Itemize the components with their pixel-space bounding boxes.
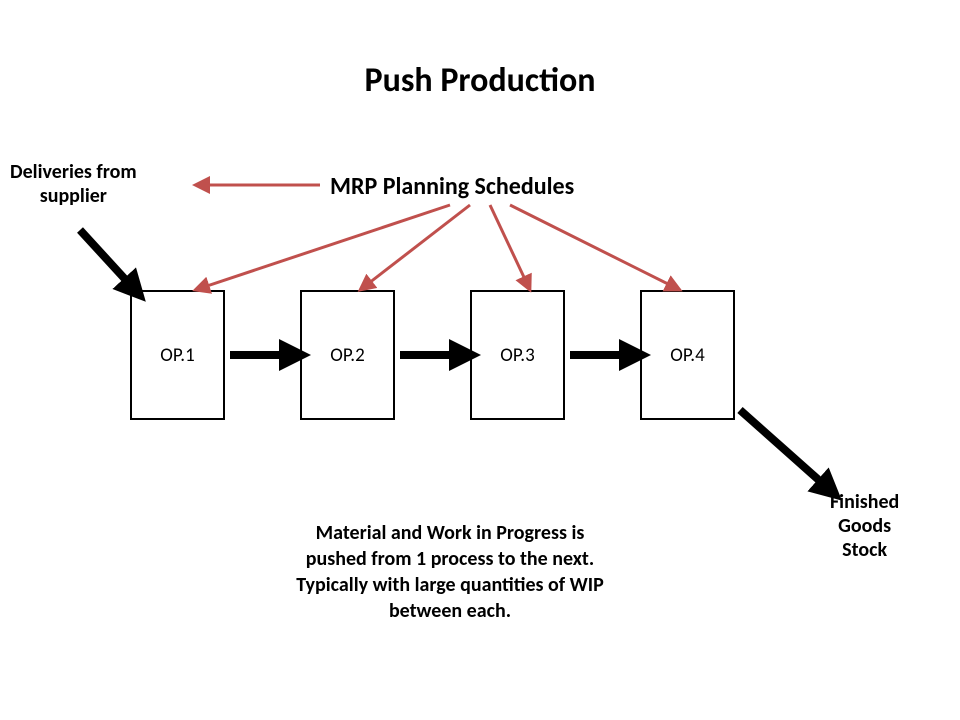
finished-label-line3: Stock xyxy=(842,538,887,562)
desc-line3: Typically with large quantities of WIP xyxy=(296,573,603,597)
black-arrow-1 xyxy=(80,230,135,290)
operation-box-4: OP.4 xyxy=(640,290,735,420)
desc-line4: between each. xyxy=(389,599,511,623)
supplier-label: Deliveries from supplier xyxy=(10,160,137,208)
supplier-label-line1: Deliveries from xyxy=(10,160,137,184)
red-arrow-3 xyxy=(360,205,470,290)
desc-line2: pushed from 1 process to the next. xyxy=(306,547,594,571)
supplier-label-line2: supplier xyxy=(40,184,107,208)
red-arrow-2 xyxy=(195,205,450,290)
finished-label-line1: Finished xyxy=(830,490,899,514)
operation-box-3: OP.3 xyxy=(470,290,565,420)
finished-label-line2: Goods xyxy=(838,514,891,538)
red-arrow-4 xyxy=(490,205,530,290)
desc-line1: Material and Work in Progress is xyxy=(316,521,585,545)
finished-label: Finished Goods Stock xyxy=(830,490,899,562)
black-arrow-5 xyxy=(740,410,830,490)
diagram-subtitle: MRP Planning Schedules xyxy=(330,172,574,201)
operation-box-1: OP.1 xyxy=(130,290,225,420)
description-text: Material and Work in Progress is pushed … xyxy=(240,520,660,624)
red-arrow-5 xyxy=(510,205,680,290)
operation-box-2: OP.2 xyxy=(300,290,395,420)
diagram-title: Push Production xyxy=(0,60,960,101)
